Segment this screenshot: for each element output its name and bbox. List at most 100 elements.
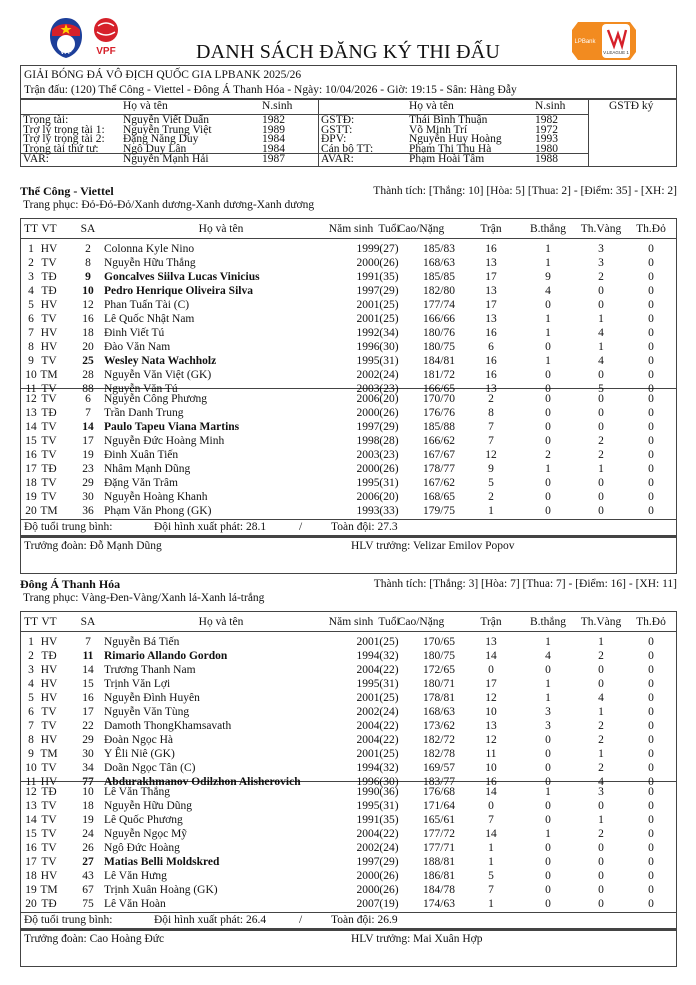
player-shirt: 14 — [82, 664, 94, 676]
player-position: TĐ — [41, 285, 57, 297]
column-header: Th.Vàng — [580, 616, 622, 628]
player-name: Nguyễn Văn Việt (GK) — [104, 369, 212, 381]
player-height-weight: 166/66 — [423, 313, 455, 325]
player-yellow-cards: 0 — [598, 898, 604, 910]
column-header: B.thắng — [529, 223, 567, 235]
player-no: 17 — [25, 463, 37, 475]
player-matches: 1 — [488, 842, 494, 854]
player-row: 5 HV 16 Nguyễn Đình Huyên 2001 (25) 178/81 12 1 4… — [21, 691, 676, 705]
player-yellow-cards: 4 — [598, 776, 604, 788]
official-year: 1993 — [535, 133, 558, 145]
player-age: (30) — [379, 776, 399, 788]
player-red-cards: 0 — [648, 463, 654, 475]
vleague-logo: LPBank V.LEAGUE 1 — [572, 22, 636, 60]
player-height-weight: 185/83 — [423, 243, 455, 255]
player-age: (24) — [379, 842, 399, 854]
player-age: (24) — [379, 706, 399, 718]
player-height-weight: 166/62 — [423, 435, 455, 447]
player-birth-year: 2007 — [356, 898, 380, 910]
player-red-cards: 0 — [648, 678, 654, 690]
player-age: (19) — [379, 898, 399, 910]
player-goals: 1 — [545, 636, 551, 648]
player-name: Nguyễn Ngọc Mỹ — [104, 828, 188, 840]
player-position: TM — [40, 369, 58, 381]
player-no: 3 — [28, 271, 34, 283]
player-position: TV — [41, 800, 57, 812]
player-name: Matias Belli Moldskred — [104, 856, 220, 868]
player-age: (28) — [379, 435, 399, 447]
svg-text:VFF: VFF — [60, 50, 72, 56]
player-row: 16 TV 26 Ngô Đức Hoàng 2002 (24) 177/71 1 0 0 0 — [21, 841, 676, 855]
player-no: 9 — [28, 748, 34, 760]
player-name: Lê Văn Thắng — [104, 786, 171, 798]
player-goals: 1 — [545, 327, 551, 339]
player-birth-year: 2003 — [356, 383, 380, 395]
player-goals: 0 — [545, 898, 551, 910]
player-matches: 16 — [485, 776, 497, 788]
player-yellow-cards: 2 — [598, 720, 604, 732]
player-shirt: 10 — [82, 786, 94, 798]
player-red-cards: 0 — [648, 884, 654, 896]
player-red-cards: 0 — [648, 734, 654, 746]
player-height-weight: 177/74 — [423, 299, 455, 311]
team-kit: Trang phục: Vàng-Đen-Vàng/Xanh lá-Xanh l… — [23, 592, 265, 604]
player-goals: 9 — [545, 271, 551, 283]
player-name: Lê Văn Hưng — [104, 870, 167, 882]
player-row: 17 TV 27 Matias Belli Moldskred 1997 (29) 188/… — [21, 855, 676, 869]
player-height-weight: 178/77 — [423, 463, 455, 475]
player-red-cards: 0 — [648, 477, 654, 489]
player-matches: 16 — [485, 355, 497, 367]
player-no: 19 — [25, 491, 37, 503]
player-no: 20 — [25, 898, 37, 910]
player-no: 14 — [25, 814, 37, 826]
player-position: TĐ — [41, 898, 57, 910]
player-position: TĐ — [41, 271, 57, 283]
player-name: Nguyễn Văn Tùng — [104, 706, 190, 718]
player-birth-year: 2004 — [356, 734, 380, 746]
player-age: (22) — [379, 734, 399, 746]
player-position: TĐ — [41, 786, 57, 798]
player-shirt: 75 — [82, 898, 94, 910]
official-role: Trọng tài thứ tư: — [23, 142, 99, 155]
official-name: Nguyễn Viết Duẩn — [123, 114, 209, 126]
player-matches: 14 — [485, 786, 497, 798]
svg-text:VPF: VPF — [96, 46, 115, 57]
starters-divider — [21, 388, 676, 389]
player-age: (36) — [379, 786, 399, 798]
player-birth-year: 1999 — [356, 243, 380, 255]
player-shirt: 2 — [85, 243, 91, 255]
player-height-weight: 167/67 — [423, 449, 455, 461]
player-age: (26) — [379, 463, 399, 475]
player-position: TV — [41, 421, 57, 433]
player-position: TV — [41, 313, 57, 325]
player-no: 13 — [25, 800, 37, 812]
player-shirt: 30 — [82, 491, 94, 503]
player-yellow-cards: 0 — [598, 678, 604, 690]
column-header: SA — [80, 223, 96, 235]
player-height-weight: 184/78 — [423, 884, 455, 896]
player-height-weight: 180/71 — [423, 678, 455, 690]
player-goals: 0 — [545, 800, 551, 812]
team-manager: Trưởng đoàn: Đỗ Mạnh Dũng — [24, 540, 162, 552]
player-goals: 4 — [545, 285, 551, 297]
league-name: GIẢI BÓNG ĐÁ VÔ ĐỊCH QUỐC GIA LPBANK 202… — [24, 69, 302, 81]
player-goals: 1 — [545, 463, 551, 475]
player-no: 7 — [28, 327, 34, 339]
column-header: Tuổi — [378, 223, 400, 235]
player-red-cards: 0 — [648, 243, 654, 255]
player-no: 4 — [28, 285, 34, 297]
official-year: 1989 — [262, 123, 285, 136]
player-row: 5 HV 12 Phan Tuấn Tài (C) 2001 (25) 177/74 17 0 0… — [21, 298, 676, 312]
player-row: 8 HV 20 Đào Văn Nam 1996 (30) 180/75 6 0 1 0 — [21, 340, 676, 354]
player-yellow-cards: 2 — [598, 650, 604, 662]
team-staff-box: Trưởng đoàn: Đỗ Mạnh Dũng HLV trưởng: Vel… — [20, 536, 677, 574]
officials-table: Họ và tên N.sinh Họ và tên N.sinh GSTĐ k… — [20, 99, 677, 167]
player-matches: 13 — [485, 720, 497, 732]
player-goals: 0 — [545, 477, 551, 489]
player-no: 8 — [28, 341, 34, 353]
player-name: Trương Thanh Nam — [104, 664, 196, 676]
player-red-cards: 0 — [648, 650, 654, 662]
player-goals: 0 — [545, 421, 551, 433]
match-details: Trận đấu: (120) Thể Công - Viettel - Đôn… — [24, 84, 517, 96]
player-row: 15 TV 17 Nguyễn Đức Hoàng Minh 1998 (28) 166/6… — [21, 434, 676, 448]
